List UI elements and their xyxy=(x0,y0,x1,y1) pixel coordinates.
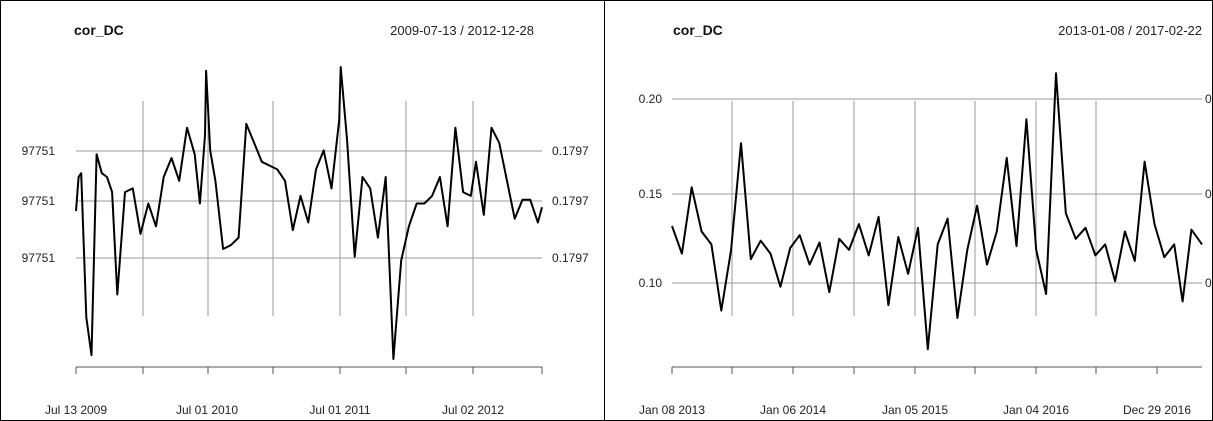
x-tick-label: Jan 04 2016 xyxy=(1003,403,1069,417)
y-tick-label-right: 0.1797 xyxy=(552,144,589,158)
date-range: 2013-01-08 / 2017-02-22 xyxy=(1058,23,1202,38)
y-tick-label-left: 0.20 xyxy=(639,92,663,106)
chart-title: cor_DC xyxy=(74,22,124,38)
x-tick-label: Jan 08 2013 xyxy=(639,403,705,417)
y-tick-label-left: 97751 xyxy=(22,251,56,265)
series-line xyxy=(671,72,1203,351)
x-tick-label: Jul 01 2011 xyxy=(309,403,370,417)
y-tick-label-right: 0.20 xyxy=(1205,92,1213,106)
y-tick-label-right: 0.10 xyxy=(1205,276,1213,290)
x-tick-label: Jul 02 2012 xyxy=(442,403,504,417)
chart-title: cor_DC xyxy=(673,22,723,38)
chart-panel-left: cor_DC 2009-07-13 / 2012-12-28 Jul 13 20… xyxy=(0,0,605,421)
y-tick-label-right: 0.1797 xyxy=(552,194,589,208)
y-tick-label-right: 0.15 xyxy=(1205,187,1213,201)
x-tick-label: Dec 29 2016 xyxy=(1123,403,1191,417)
chart-right: cor_DC 2013-01-08 / 2017-02-22 Jan 08 20… xyxy=(639,22,1213,417)
x-tick-label: Jan 06 2014 xyxy=(760,403,826,417)
x-tick-label: Jan 05 2015 xyxy=(882,403,948,417)
plot-area xyxy=(671,98,1202,374)
series-line xyxy=(75,66,543,360)
y-tick-label-left: 97751 xyxy=(22,194,56,208)
y-tick-label-left: 0.10 xyxy=(639,276,663,290)
chart-left: cor_DC 2009-07-13 / 2012-12-28 Jul 13 20… xyxy=(22,22,589,417)
chart-panel-right: cor_DC 2013-01-08 / 2017-02-22 Jan 08 20… xyxy=(605,0,1213,421)
y-tick-label-right: 0.1797 xyxy=(552,251,589,265)
plot-area xyxy=(75,101,543,374)
x-tick-label: Jul 01 2010 xyxy=(176,403,238,417)
y-tick-label-left: 97751 xyxy=(22,144,56,158)
date-range: 2009-07-13 / 2012-12-28 xyxy=(390,23,534,38)
x-tick-label: Jul 13 2009 xyxy=(45,403,107,417)
y-tick-label-left: 0.15 xyxy=(639,187,663,201)
